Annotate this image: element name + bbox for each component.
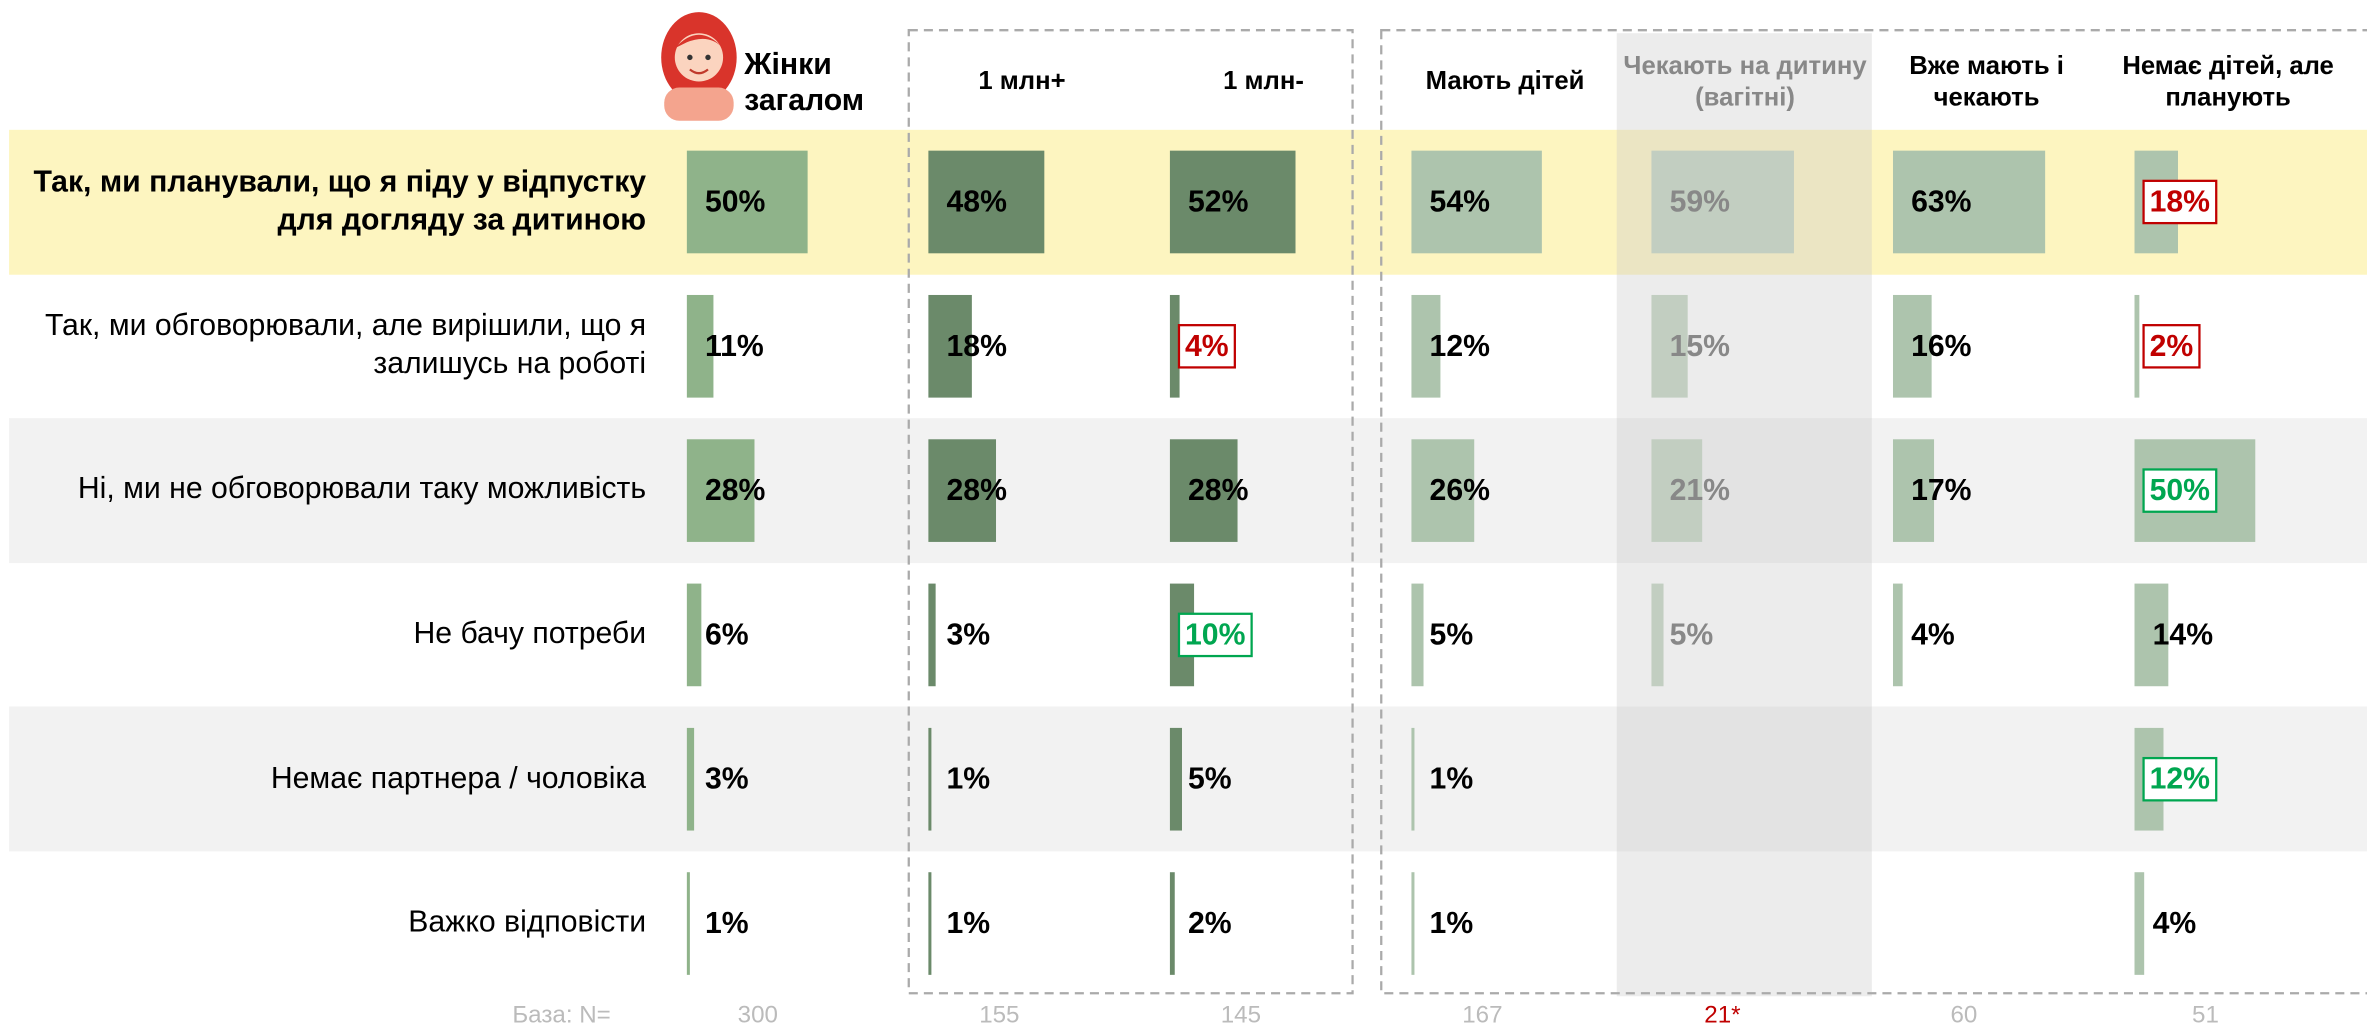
bar <box>2135 295 2140 398</box>
value-label: 12% <box>2150 763 2211 796</box>
value-label: 5% <box>1670 618 1714 651</box>
bar <box>1651 584 1663 687</box>
value-label: 28% <box>705 474 766 507</box>
column-header: Чекають на дитину (вагітні) <box>1617 33 1874 130</box>
value-label: 1% <box>947 763 991 796</box>
value-label: 2% <box>2150 330 2194 363</box>
bar <box>1170 872 1175 975</box>
value-label: 18% <box>947 330 1008 363</box>
value-label: 2% <box>1188 907 1232 940</box>
bar <box>1893 584 1903 687</box>
column-header-box: Чекають на дитину (вагітні) <box>1617 33 1874 130</box>
woman-icon <box>661 12 736 121</box>
column-header: 1 млн+ <box>894 33 1151 130</box>
column-header-box: Мають дітей <box>1377 33 1634 130</box>
value-label: 5% <box>1188 763 1232 796</box>
value-label: 50% <box>2150 474 2211 507</box>
value-label: 11% <box>705 330 764 363</box>
value-label: 12% <box>1430 330 1491 363</box>
base-value: 167 <box>1462 1001 1502 1028</box>
value-label: 26% <box>1430 474 1491 507</box>
value-label: 21% <box>1670 474 1731 507</box>
row-label-box: Ні, ми не обговорювали таку можливість <box>9 418 646 562</box>
row-label-box: Немає партнера / чоловіка <box>9 707 646 851</box>
value-label: 14% <box>2153 618 2214 651</box>
value-label: 3% <box>705 763 749 796</box>
value-label: 1% <box>705 907 749 940</box>
bar <box>687 728 694 831</box>
row-label: Так, ми планували, що я піду у відпустку… <box>9 130 646 274</box>
bar <box>928 872 931 975</box>
base-value: 21* <box>1704 1001 1741 1028</box>
row-label: Важко відповісти <box>9 851 646 995</box>
value-label: 28% <box>1188 474 1249 507</box>
value-label: 59% <box>1670 185 1731 218</box>
value-label: 5% <box>1430 618 1474 651</box>
value-label: 63% <box>1911 185 1972 218</box>
value-label: 48% <box>947 185 1008 218</box>
column-header: Жінки загалом <box>744 38 910 129</box>
value-label: 4% <box>2153 907 2197 940</box>
row-label-box: Так, ми обговорювали, але вирішили, що я… <box>9 274 646 418</box>
base-value: 60 <box>1951 1001 1978 1028</box>
base-value: 145 <box>1221 1001 1261 1028</box>
base-value: 300 <box>738 1001 778 1028</box>
bar <box>687 584 701 687</box>
bar <box>928 728 931 831</box>
base-label: База: N= <box>512 1001 610 1028</box>
value-label: 50% <box>705 185 766 218</box>
bar <box>687 872 690 975</box>
value-label: 16% <box>1911 330 1972 363</box>
value-label: 1% <box>1430 763 1474 796</box>
base-value: 51 <box>2192 1001 2219 1028</box>
row-label-box: Так, ми планували, що я піду у відпустку… <box>9 130 646 274</box>
column-header-box: Жінки загалом <box>744 38 910 129</box>
value-label: 3% <box>947 618 991 651</box>
row-label: Ні, ми не обговорювали таку можливість <box>9 418 646 562</box>
column-header: Мають дітей <box>1377 33 1634 130</box>
column-header: 1 млн- <box>1135 33 1392 130</box>
value-label: 4% <box>1185 330 1229 363</box>
value-label: 1% <box>947 907 991 940</box>
bar <box>1411 728 1414 831</box>
value-label: 1% <box>1430 907 1474 940</box>
row-label: Так, ми обговорювали, але вирішили, що я… <box>9 274 646 418</box>
value-label: 10% <box>1185 618 1246 651</box>
value-label: 4% <box>1911 618 1955 651</box>
column-header-box: Вже мають і чекають <box>1858 33 2115 130</box>
row-label: Немає партнера / чоловіка <box>9 707 646 851</box>
column-header-box: 1 млн- <box>1135 33 1392 130</box>
value-label: 6% <box>705 618 749 651</box>
base-value: 155 <box>979 1001 1019 1028</box>
value-label: 28% <box>947 474 1008 507</box>
value-label: 17% <box>1911 474 1972 507</box>
bar <box>1411 872 1414 975</box>
bar <box>1411 584 1423 687</box>
value-label: 52% <box>1188 185 1249 218</box>
bar <box>928 584 935 687</box>
column-header-box: Немає дітей, але планують <box>2100 33 2357 130</box>
chart: База: N= Так, ми планували, що я піду у … <box>0 0 2367 1028</box>
row-label-box: Не бачу потреби <box>9 563 646 707</box>
row-label-box: Важко відповісти <box>9 851 646 995</box>
value-label: 54% <box>1430 185 1491 218</box>
row-label: Не бачу потреби <box>9 563 646 707</box>
value-label: 15% <box>1670 330 1731 363</box>
column-header-box: 1 млн+ <box>894 33 1151 130</box>
bar <box>2135 872 2145 975</box>
column-header: Вже мають і чекають <box>1858 33 2115 130</box>
value-label: 18% <box>2150 185 2211 218</box>
bar <box>1170 728 1182 831</box>
column-header: Немає дітей, але планують <box>2100 33 2357 130</box>
